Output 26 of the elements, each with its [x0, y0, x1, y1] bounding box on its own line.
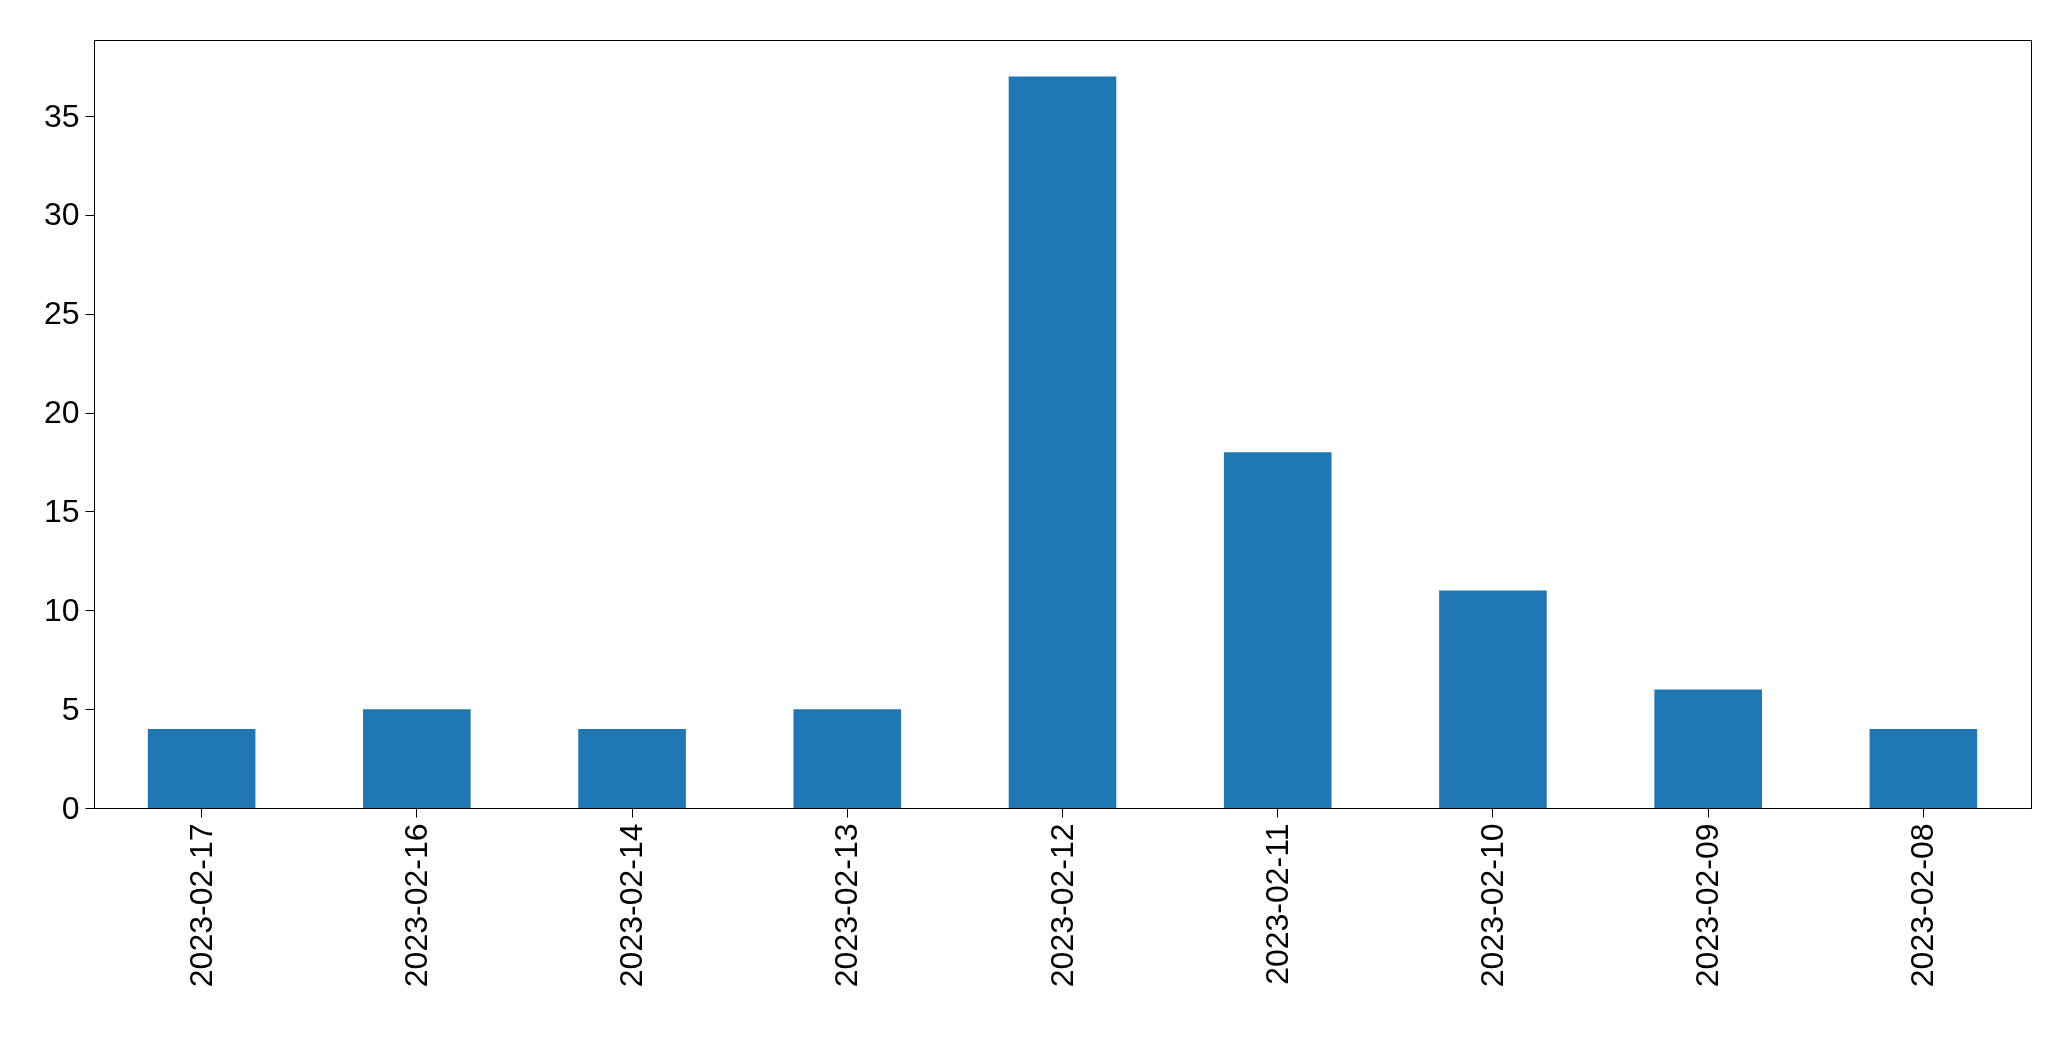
bar	[1008, 76, 1117, 808]
bar	[1654, 689, 1762, 808]
bar	[147, 728, 256, 808]
x-tick-label: 2023-02-16	[397, 823, 434, 988]
y-tick-label: 0	[61, 789, 80, 826]
y-tick-label: 25	[43, 295, 80, 332]
y-tick-label: 10	[43, 591, 80, 628]
x-tick-label: 2023-02-17	[182, 823, 219, 988]
y-tick-label: 35	[43, 97, 80, 134]
bar	[793, 709, 902, 808]
y-tick-label: 15	[43, 492, 80, 529]
x-tick-label: 2023-02-08	[1904, 823, 1941, 988]
bar	[1439, 590, 1547, 808]
bar	[363, 709, 471, 808]
x-tick-label: 2023-02-11	[1258, 823, 1295, 985]
y-tick-label: 5	[61, 690, 80, 727]
x-tick-label: 2023-02-14	[613, 823, 650, 988]
y-tick-label: 30	[43, 196, 80, 233]
bar	[578, 728, 686, 808]
x-tick-label: 2023-02-13	[828, 823, 865, 988]
x-tick-label: 2023-02-12	[1043, 823, 1080, 988]
x-tick-label: 2023-02-10	[1473, 823, 1510, 988]
bar	[1869, 728, 1978, 808]
y-tick-label: 20	[43, 394, 80, 431]
bar	[1223, 452, 1332, 808]
x-tick-label: 2023-02-09	[1689, 823, 1726, 988]
